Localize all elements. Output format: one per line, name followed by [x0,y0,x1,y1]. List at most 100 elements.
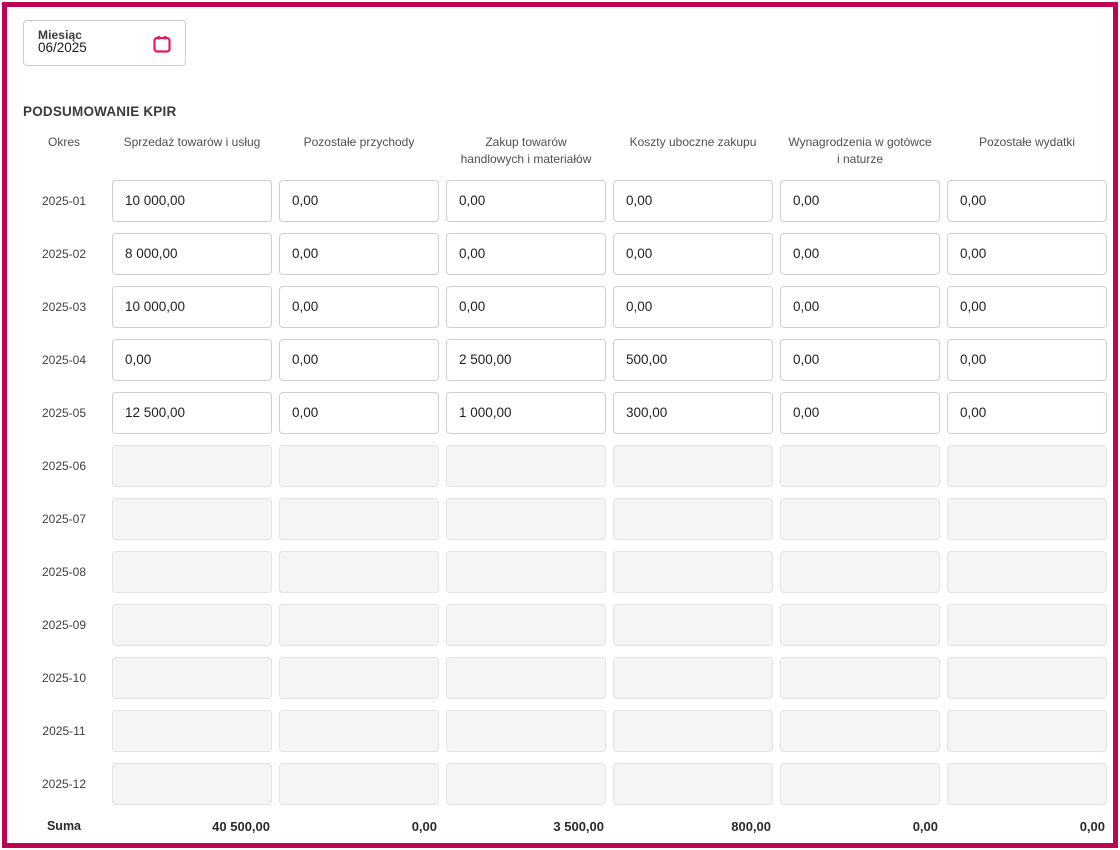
sum-value-col2: 3 500,00 [553,818,604,834]
amount-input-2025-03-col0[interactable] [112,285,272,328]
amount-input-2025-12-col3 [613,762,773,805]
calendar-icon [152,36,172,57]
amount-input-2025-11-col1 [279,709,439,752]
amount-input-2025-04-col1[interactable] [279,338,439,381]
amount-input-2025-06-col0 [112,444,272,487]
amount-input-2025-02-col5[interactable] [947,232,1107,275]
amount-input-2025-02-col1[interactable] [279,232,439,275]
amount-input-2025-05-col0[interactable] [112,391,272,434]
amount-input-2025-04-col2[interactable] [446,338,606,381]
amount-input-2025-05-col3[interactable] [613,391,773,434]
amount-input-2025-02-col3[interactable] [613,232,773,275]
period-label: 2025-05 [41,405,87,420]
amount-input-2025-06-col5 [947,444,1107,487]
amount-input-2025-10-col0 [112,656,272,699]
amount-input-2025-05-col5[interactable] [947,391,1107,434]
sum-value-col0: 40 500,00 [212,818,270,834]
sum-value-col1: 0,00 [411,818,437,834]
amount-input-2025-09-col5 [947,603,1107,646]
amount-input-2025-08-col0 [112,550,272,593]
amount-input-2025-09-col4 [780,603,940,646]
amount-input-2025-07-col1 [279,497,439,540]
period-label: 2025-06 [41,458,87,473]
amount-input-2025-07-col2 [446,497,606,540]
sum-row-label: Suma [46,819,82,834]
sum-value-col5: 0,00 [1079,818,1105,834]
amount-input-2025-07-col5 [947,497,1107,540]
amount-input-2025-11-col5 [947,709,1107,752]
amount-input-2025-01-col2[interactable] [446,179,606,222]
amount-input-2025-09-col3 [613,603,773,646]
column-header-0: Sprzedaż towarów i usług [123,135,261,149]
column-header-1: Pozostałe przychody [303,135,415,149]
amount-input-2025-10-col3 [613,656,773,699]
kpir-grid: Okres Sprzedaż towarów i usług Pozostałe p… [23,134,1113,834]
amount-input-2025-09-col0 [112,603,272,646]
amount-input-2025-06-col1 [279,444,439,487]
amount-input-2025-01-col1[interactable] [279,179,439,222]
amount-input-2025-12-col5 [947,762,1107,805]
column-header-2: Zakup towarów handlowych i materiałów [460,135,592,167]
column-header-5: Pozostałe wydatki [978,135,1076,149]
amount-input-2025-10-col4 [780,656,940,699]
amount-input-2025-10-col1 [279,656,439,699]
amount-input-2025-12-col1 [279,762,439,805]
amount-input-2025-03-col4[interactable] [780,285,940,328]
column-header-3: Koszty uboczne zakupu [629,135,757,149]
amount-input-2025-02-col0[interactable] [112,232,272,275]
amount-input-2025-01-col5[interactable] [947,179,1107,222]
amount-input-2025-03-col5[interactable] [947,285,1107,328]
amount-input-2025-07-col0 [112,497,272,540]
amount-input-2025-06-col3 [613,444,773,487]
amount-input-2025-05-col2[interactable] [446,391,606,434]
column-header-4: Wynagrodzenia w gotówce i naturze [788,135,932,167]
amount-input-2025-11-col3 [613,709,773,752]
amount-input-2025-03-col3[interactable] [613,285,773,328]
page-content: Miesiąc PODSUMOWANIE KPIR Okres Sprzedaż … [7,7,1113,834]
amount-input-2025-06-col2 [446,444,606,487]
section-title: PODSUMOWANIE KPIR [23,104,177,119]
amount-input-2025-02-col4[interactable] [780,232,940,275]
amount-input-2025-04-col3[interactable] [613,338,773,381]
amount-input-2025-04-col0[interactable] [112,338,272,381]
period-label: 2025-03 [41,299,87,314]
amount-input-2025-12-col4 [780,762,940,805]
amount-input-2025-01-col3[interactable] [613,179,773,222]
period-label: 2025-09 [41,617,87,632]
amount-input-2025-10-col5 [947,656,1107,699]
amount-input-2025-05-col1[interactable] [279,391,439,434]
sum-value-col3: 800,00 [731,818,771,834]
amount-input-2025-11-col0 [112,709,272,752]
amount-input-2025-01-col4[interactable] [780,179,940,222]
amount-input-2025-08-col4 [780,550,940,593]
amount-input-2025-11-col2 [446,709,606,752]
amount-input-2025-03-col2[interactable] [446,285,606,328]
period-label: 2025-07 [41,511,87,526]
period-label: 2025-11 [42,723,86,738]
amount-input-2025-04-col4[interactable] [780,338,940,381]
month-picker[interactable]: Miesiąc [23,20,186,66]
amount-input-2025-03-col1[interactable] [279,285,439,328]
sum-value-col4: 0,00 [912,818,938,834]
period-label: 2025-08 [41,564,87,579]
period-label: 2025-01 [41,193,87,208]
amount-input-2025-09-col1 [279,603,439,646]
amount-input-2025-07-col4 [780,497,940,540]
period-label: 2025-12 [41,776,87,791]
amount-input-2025-02-col2[interactable] [446,232,606,275]
amount-input-2025-05-col4[interactable] [780,391,940,434]
amount-input-2025-06-col4 [780,444,940,487]
amount-input-2025-12-col2 [446,762,606,805]
amount-input-2025-10-col2 [446,656,606,699]
calendar-button[interactable] [151,33,173,55]
amount-input-2025-08-col3 [613,550,773,593]
amount-input-2025-01-col0[interactable] [112,179,272,222]
period-label: 2025-04 [41,352,87,367]
amount-input-2025-09-col2 [446,603,606,646]
period-label: 2025-10 [41,670,87,685]
amount-input-2025-11-col4 [780,709,940,752]
amount-input-2025-12-col0 [112,762,272,805]
amount-input-2025-04-col5[interactable] [947,338,1107,381]
month-picker-input[interactable] [38,37,130,57]
column-header-period: Okres [47,135,80,149]
